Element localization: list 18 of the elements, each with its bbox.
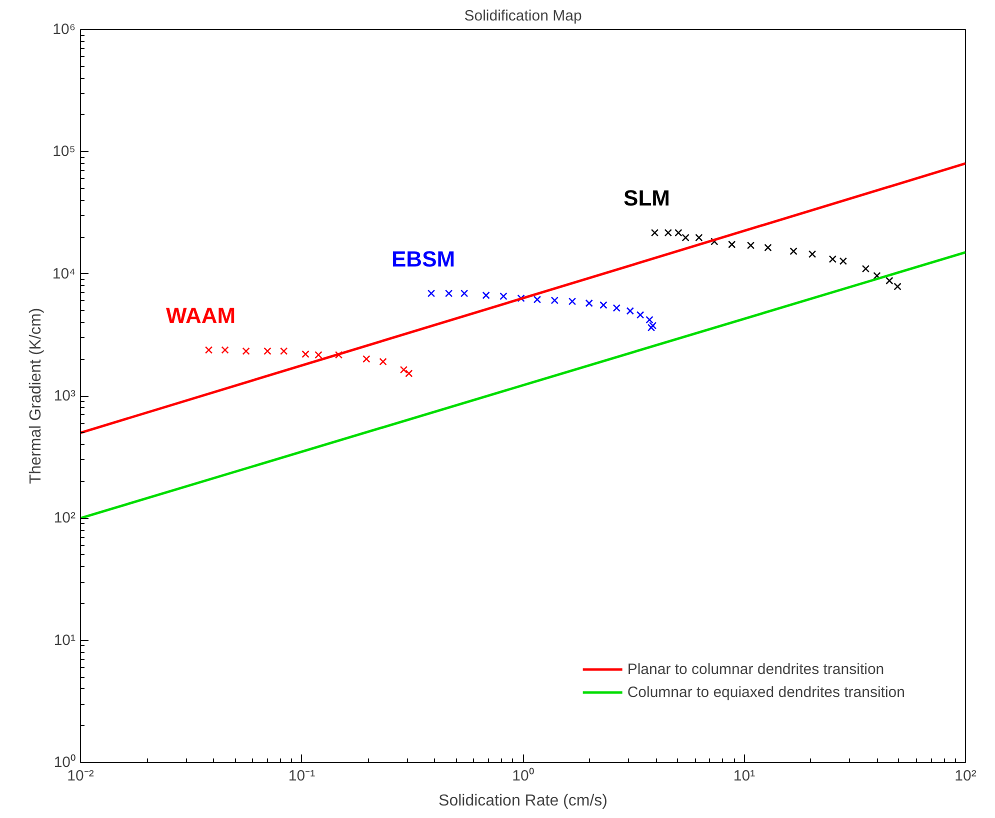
y-axis-title: Thermal Gradient (K/cm): [27, 308, 44, 484]
series-label: EBSM: [392, 246, 456, 272]
series-label: SLM: [624, 186, 670, 211]
y-tick-label: 10³: [54, 388, 76, 404]
legend-label: Columnar to equiaxed dendrites transition: [627, 684, 905, 700]
x-tick-label: 10⁰: [512, 768, 534, 784]
y-tick-label: 10⁵: [52, 143, 76, 160]
x-axis-title: Solidication Rate (cm/s): [438, 792, 608, 810]
y-tick-label: 10⁶: [52, 21, 76, 38]
x-tick-label: 10²: [954, 768, 976, 784]
legend-label: Planar to columnar dendrites transition: [627, 660, 884, 678]
x-tick-label: 10¹: [733, 768, 756, 784]
series-label: WAAM: [166, 302, 236, 328]
y-tick-label: 10¹: [54, 632, 76, 649]
chart-title: Solidification Map: [464, 8, 582, 24]
y-tick-label: 10²: [54, 510, 76, 527]
x-tick-label: 10⁻¹: [288, 768, 316, 784]
y-tick-label: 10⁴: [52, 265, 76, 282]
